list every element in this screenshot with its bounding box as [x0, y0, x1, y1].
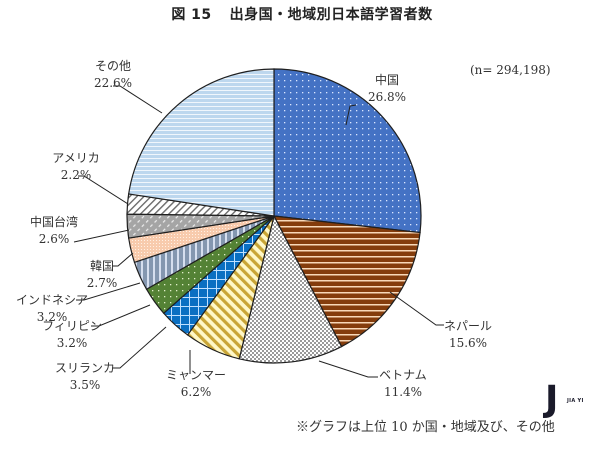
label-pct: 26.8% — [367, 90, 407, 104]
label-name: 中国台湾 — [29, 215, 78, 229]
figure-title: 出身国・地域別日本語学習者数 — [229, 7, 433, 23]
sample-size-note: (n= 294,198) — [470, 63, 551, 77]
label-name: 韓国 — [89, 259, 114, 273]
label-name: ベトナム — [379, 368, 427, 382]
label-pct: 2.7% — [86, 276, 118, 290]
label-pct: 2.6% — [38, 232, 70, 246]
label-name: インドネシア — [15, 293, 88, 307]
pie-slice-1 — [272, 215, 421, 348]
logo-text: JIA YI — [567, 398, 584, 404]
label-name: ネパール — [443, 319, 492, 333]
figure-number: 図 15 — [171, 7, 212, 23]
label-china: 中国 26.8% — [362, 72, 412, 106]
label-name: 中国 — [374, 73, 399, 87]
label-myanmar: ミャンマー 6.2% — [160, 367, 232, 401]
chart-title: 図 15 出身国・地域別日本語学習者数 — [0, 4, 604, 24]
label-name: アメリカ — [52, 151, 100, 165]
leader-lines — [73, 85, 444, 378]
pie-slice-0 — [273, 68, 422, 234]
label-name: その他 — [94, 59, 131, 73]
label-pct: 6.2% — [180, 385, 212, 399]
watermark-logo: J JIA YI — [545, 382, 585, 422]
logo-mark: J — [545, 379, 559, 420]
label-pct: 22.6% — [93, 76, 133, 90]
label-indonesia: インドネシア 3.2% — [12, 292, 92, 326]
label-pct: 3.2% — [56, 336, 88, 350]
label-taiwan: 中国台湾 2.6% — [24, 214, 84, 248]
label-sri-lanka: スリランカ 3.5% — [50, 360, 120, 394]
label-pct: 15.6% — [448, 336, 488, 350]
label-name: スリランカ — [54, 361, 115, 375]
label-vietnam: ベトナム 11.4% — [368, 367, 438, 401]
pie-slice-2 — [238, 214, 343, 364]
label-pct: 3.5% — [69, 378, 101, 392]
label-name: フィリピン — [42, 319, 102, 333]
footnote: ※グラフは上位 10 か国・地域及び、その他 — [296, 420, 555, 435]
label-name: ミャンマー — [165, 368, 226, 382]
label-korea: 韓国 2.7% — [84, 258, 120, 292]
pie-slice-10 — [127, 68, 275, 217]
label-pct: 11.4% — [383, 385, 423, 399]
pie-slices — [126, 68, 422, 364]
label-usa: アメリカ 2.2% — [46, 150, 106, 184]
label-philippines: フィリピン 3.2% — [40, 318, 104, 352]
label-pct: 2.2% — [60, 168, 92, 182]
label-nepal: ネパール 15.6% — [438, 318, 498, 352]
label-pct: 3.2% — [36, 310, 68, 324]
label-others: その他 22.6% — [88, 58, 138, 92]
